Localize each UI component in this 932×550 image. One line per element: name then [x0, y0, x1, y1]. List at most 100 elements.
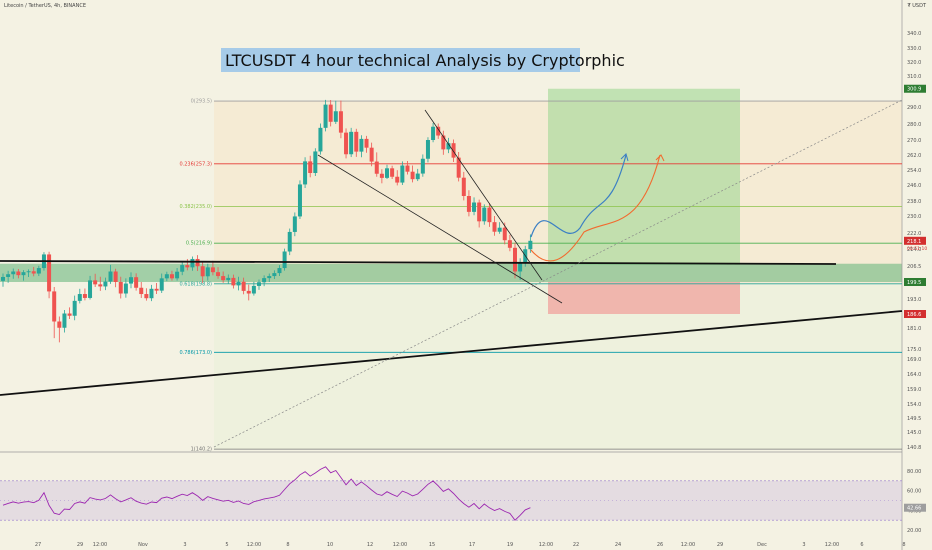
fib-trend-line [213, 99, 903, 448]
price-tick-label: 230.0 [907, 214, 921, 220]
candle-body [144, 294, 149, 299]
projection-path-alternate [530, 154, 661, 262]
candle-body [241, 281, 246, 291]
candle-body [26, 271, 31, 273]
candle-body [103, 281, 108, 287]
resistance-line [0, 260, 837, 265]
projection-arrowhead-primary [620, 153, 629, 162]
candle-body [333, 111, 338, 122]
price-badge [904, 236, 926, 245]
candle-body [277, 268, 282, 274]
price-tick-label: 270.0 [907, 138, 921, 144]
candle-body [379, 173, 384, 178]
candle-body [349, 131, 354, 155]
time-tick-label: 12:00 [539, 542, 553, 548]
candle-body [461, 177, 466, 196]
candle-body [169, 274, 174, 279]
candle-body [190, 258, 195, 268]
symbol-header: Litecoin / TetherUS, 4h, BINANCE [4, 3, 86, 9]
candle-body [328, 104, 333, 122]
price-tick-label: 214.0 [907, 247, 921, 253]
candle-body [108, 271, 113, 282]
candle-body [82, 294, 87, 298]
time-tick-label: 27 [35, 542, 41, 548]
candle-body [513, 247, 517, 272]
price-tick-label: 310.0 [907, 74, 921, 80]
candle-body [390, 168, 395, 177]
price-badge-label: 199.5 [907, 280, 921, 286]
currency-label[interactable]: ₮ USDT [907, 3, 926, 9]
candle-body [308, 161, 313, 173]
candle-body [154, 288, 159, 291]
candle-body [395, 176, 400, 183]
price-tick-label: 280.0 [907, 122, 921, 128]
price-tick-label: 290.0 [907, 105, 921, 111]
support-zone [0, 263, 902, 282]
chart-title: LTCUSDT 4 hour technical Analysis by Cry… [225, 51, 625, 70]
candle-body [338, 111, 343, 133]
candle-body [431, 126, 436, 140]
candle-body [374, 161, 379, 174]
candle-body [1, 276, 5, 281]
candle-body [62, 313, 67, 328]
time-tick-label: 12:00 [247, 542, 261, 548]
time-tick-label: 12 [367, 542, 373, 548]
candle-body [364, 138, 369, 148]
candle-body [405, 165, 410, 172]
fib-level-label: 0.618(198.8) [179, 281, 212, 287]
candle-body [492, 222, 497, 232]
candle-body [451, 143, 456, 158]
candle-body [72, 300, 77, 316]
candle-body [425, 140, 430, 159]
candle-body [292, 216, 297, 232]
candle-body [420, 158, 425, 174]
price-tick-label: 254.0 [907, 168, 921, 174]
price-tick-label: 164.0 [907, 372, 921, 378]
candle-body [282, 251, 287, 269]
candle-body [57, 321, 62, 328]
time-tick-label: 24 [615, 542, 621, 548]
price-tick-label: 159.0 [907, 387, 921, 393]
time-tick-label: 10 [327, 542, 333, 548]
price-badge [904, 84, 926, 93]
candle-body [267, 276, 272, 279]
price-tick-label: 330.0 [907, 46, 921, 52]
candle-body [180, 265, 185, 272]
price-tick-label: 175.0 [907, 347, 921, 353]
candle-body [359, 138, 364, 152]
price-tick-label: 169.0 [907, 357, 921, 363]
candle-body [272, 273, 277, 277]
candle-body [257, 282, 261, 286]
time-tick-label: 5 [225, 542, 228, 548]
candle-body [98, 284, 103, 287]
candle-body [385, 168, 389, 178]
wedge-upper-line [424, 109, 543, 281]
candle-body [31, 271, 36, 274]
time-tick-label: 8 [286, 542, 289, 548]
fib-level-label: 0.786(173.0) [179, 350, 212, 356]
time-tick-label: 6 [860, 542, 863, 548]
candle-body [410, 171, 415, 180]
price-tick-label: 206.5 [907, 264, 921, 270]
price-badge [904, 278, 926, 286]
candle-body [47, 254, 52, 292]
candle-body [226, 277, 231, 281]
price-tick-label: 262.0 [907, 153, 921, 159]
price-tick-label: 145.0 [907, 430, 921, 436]
price-tick-label: 149.5 [907, 416, 921, 422]
candle-body [303, 161, 308, 185]
time-tick-label: 29 [77, 542, 83, 548]
price-tick-label: 154.0 [907, 402, 921, 408]
time-tick-label: 29 [717, 542, 723, 548]
time-tick-label: 8 [902, 542, 905, 548]
candle-body [200, 266, 205, 277]
candle-body [477, 202, 482, 222]
title-highlight [221, 48, 580, 72]
ascending-trendline [0, 310, 903, 396]
candle-body [113, 271, 118, 282]
rsi-value-label: 42.66 [907, 506, 921, 512]
candle-body [502, 227, 507, 241]
rsi-band [0, 480, 902, 521]
candle-body [16, 271, 21, 276]
